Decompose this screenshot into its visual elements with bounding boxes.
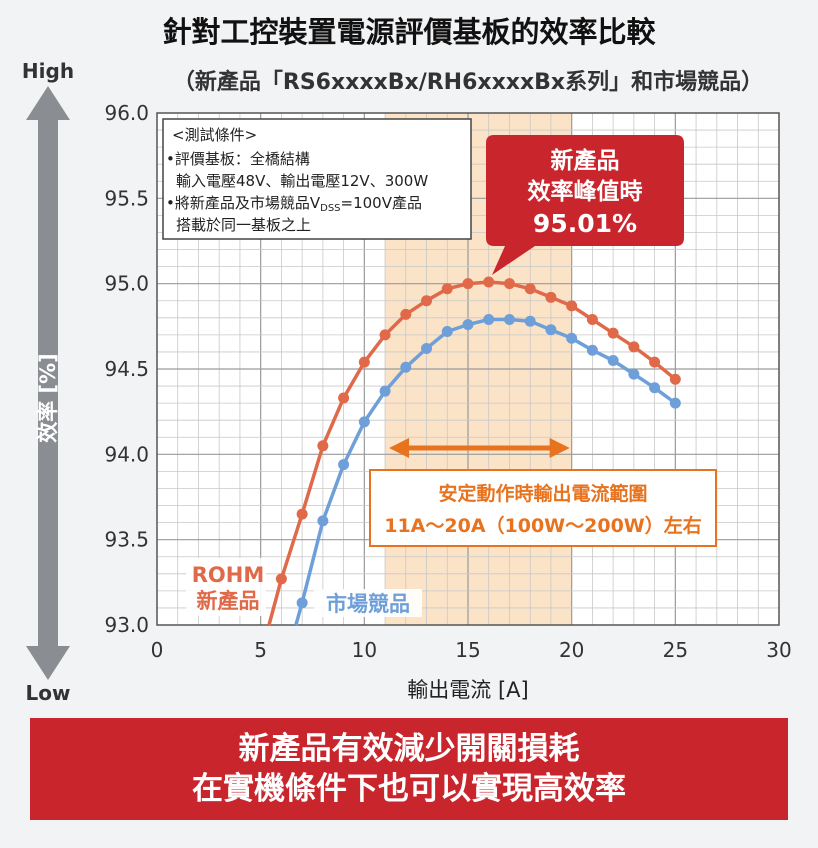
data-point xyxy=(524,283,536,295)
data-point xyxy=(503,278,515,290)
data-point xyxy=(296,597,308,609)
series-label-competitor: 市場競品 xyxy=(314,589,422,617)
chart-title: 針對工控裝置電源評價基板的效率比較 xyxy=(162,15,656,49)
test-condition-line-4: 搭載於同一基板之上 xyxy=(176,216,311,234)
x-tick-labels: 0 5 10 15 20 25 30 xyxy=(151,638,792,662)
data-point xyxy=(400,308,412,320)
x-tick-label: 30 xyxy=(766,638,791,662)
data-point xyxy=(296,508,308,520)
data-point xyxy=(338,459,350,471)
data-point xyxy=(669,373,681,385)
series-label-rohm-line-1: ROHM xyxy=(192,563,265,587)
x-axis-label: 輸出電流 [A] xyxy=(407,678,528,702)
data-point xyxy=(607,327,619,339)
data-point xyxy=(566,332,578,344)
data-point xyxy=(483,314,495,326)
data-point xyxy=(483,276,495,288)
summary-banner-line-2: 在實機條件下也可以實現高效率 xyxy=(192,771,626,807)
summary-banner: 新產品有效減少開關損耗 在實機條件下也可以實現高效率 xyxy=(30,718,788,820)
y-tick-label: 95.0 xyxy=(104,272,149,296)
data-point xyxy=(545,324,557,336)
y-tick-labels: 93.0 93.5 94.0 94.5 95.0 95.5 96.0 xyxy=(104,101,149,637)
series-layer xyxy=(267,276,681,626)
series-0 xyxy=(267,276,681,626)
test-conditions-heading: <測試條件> xyxy=(172,126,257,144)
data-point xyxy=(524,315,536,327)
series-1 xyxy=(294,314,681,626)
data-point xyxy=(358,356,370,368)
range-arrow-head-left xyxy=(389,438,410,458)
data-point xyxy=(503,314,515,326)
peak-efficiency-callout: 新產品 效率峰值時 95.01% xyxy=(486,135,684,275)
data-point xyxy=(317,515,329,527)
data-point xyxy=(586,344,598,356)
data-point xyxy=(566,300,578,312)
y-scale-arrow xyxy=(26,86,70,680)
summary-banner-line-1: 新產品有效減少開關損耗 xyxy=(238,731,580,767)
data-point xyxy=(628,368,640,380)
data-point xyxy=(338,392,350,404)
y-tick-label: 96.0 xyxy=(104,101,149,125)
x-tick-label: 15 xyxy=(455,638,480,662)
x-tick-label: 10 xyxy=(352,638,377,662)
data-point xyxy=(441,325,453,337)
y-tick-label: 93.0 xyxy=(104,613,149,637)
x-tick-label: 0 xyxy=(151,638,164,662)
data-point xyxy=(669,397,681,409)
chart-subtitle: （新產品「RS6xxxxBx/RH6xxxxBx系列」和市場競品） xyxy=(173,69,763,95)
peak-callout-line-2: 效率峰值時 xyxy=(528,178,643,205)
data-point xyxy=(628,341,640,353)
test-condition-line-1: •評價基板：全橋結構 xyxy=(166,150,310,168)
y-axis-label: 效率 [%] xyxy=(36,353,60,443)
data-point xyxy=(441,283,453,295)
stable-range-arrow xyxy=(389,438,570,458)
efficiency-chart: 針對工控裝置電源評價基板的效率比較 （新產品「RS6xxxxBx/RH6xxxx… xyxy=(22,15,792,705)
series-label-rohm: ROHM 新產品 xyxy=(186,558,266,616)
data-point xyxy=(379,385,391,397)
data-point xyxy=(379,329,391,341)
series-label-rohm-line-2: 新產品 xyxy=(197,589,260,613)
y-tick-label: 94.0 xyxy=(104,442,149,466)
series-label-competitor-text: 市場競品 xyxy=(326,592,410,616)
y-tick-label: 93.5 xyxy=(104,528,149,552)
y-tick-label: 94.5 xyxy=(104,357,149,381)
y-tick-label: 95.5 xyxy=(104,186,149,210)
data-point xyxy=(275,573,287,585)
data-point xyxy=(545,291,557,303)
y-low-label: Low xyxy=(26,681,71,705)
data-point xyxy=(421,343,433,355)
data-point xyxy=(400,361,412,373)
range-arrow-head-right xyxy=(549,438,570,458)
stable-range-callout: 安定動作時輸出電流範圍 11A～20A（100W～200W）左右 xyxy=(369,469,717,547)
x-tick-label: 5 xyxy=(254,638,267,662)
x-tick-label: 20 xyxy=(559,638,584,662)
range-callout-line-2: 11A～20A（100W～200W）左右 xyxy=(384,514,702,537)
data-point xyxy=(607,354,619,366)
test-condition-line-3: •將新產品及市場競品VDSS=100V產品 xyxy=(166,194,422,214)
data-point xyxy=(586,314,598,326)
data-point xyxy=(462,319,474,331)
data-point xyxy=(462,278,474,290)
y-high-label: High xyxy=(22,59,74,83)
peak-callout-line-1: 新產品 xyxy=(551,147,620,174)
test-condition-line-2: 輸入電壓48V、輸出電壓12V、300W xyxy=(176,172,428,190)
data-point xyxy=(317,440,329,452)
plot-frame xyxy=(156,112,780,626)
data-point xyxy=(649,382,661,394)
test-conditions-box: <測試條件> •評價基板：全橋結構 輸入電壓48V、輸出電壓12V、300W •… xyxy=(162,118,472,240)
range-callout-line-1: 安定動作時輸出電流範圍 xyxy=(438,482,647,505)
peak-callout-value: 95.01% xyxy=(533,209,637,238)
data-point xyxy=(649,356,661,368)
data-point xyxy=(421,295,433,307)
data-point xyxy=(358,416,370,428)
x-tick-label: 25 xyxy=(663,638,688,662)
